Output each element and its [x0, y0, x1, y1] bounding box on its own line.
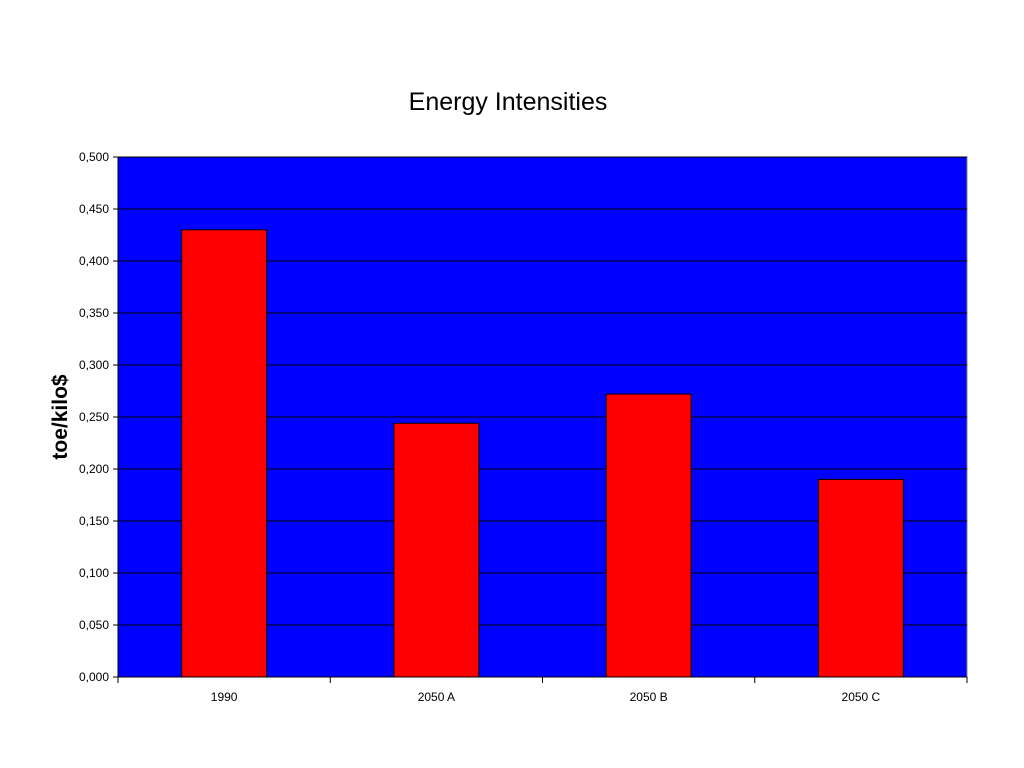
y-tick-labels: 0,000 0,050 0,100 0,150 0,200 0,250 0,300 0,350…: [79, 150, 109, 684]
y-tick-label: 0,400: [79, 254, 109, 268]
bar: [393, 422, 480, 678]
axes: [113, 156, 968, 683]
bar: [181, 229, 268, 678]
y-tick-label: 0,000: [79, 670, 109, 684]
y-tick-label: 0,500: [79, 150, 109, 164]
x-tick-label: 2050 A: [418, 690, 455, 704]
chart-title: Energy Intensities: [408, 88, 608, 116]
x-tick-label: 2050 C: [842, 690, 881, 704]
bar: [817, 478, 904, 678]
y-tick-label: 0,300: [79, 358, 109, 372]
x-tick-label: 1990: [211, 690, 238, 704]
y-tick-label: 0,450: [79, 202, 109, 216]
y-tick-label: 0,200: [79, 462, 109, 476]
bars: [181, 229, 904, 678]
y-tick-label: 0,350: [79, 306, 109, 320]
y-tick-label: 0,050: [79, 618, 109, 632]
x-tick-label: 2050 B: [630, 690, 668, 704]
y-tick-label: 0,150: [79, 514, 109, 528]
y-tick-label: 0,100: [79, 566, 109, 580]
x-tick-labels: 1990 2050 A 2050 B 2050 C: [211, 690, 881, 704]
y-tick-label: 0,250: [79, 410, 109, 424]
bar: [605, 393, 692, 678]
